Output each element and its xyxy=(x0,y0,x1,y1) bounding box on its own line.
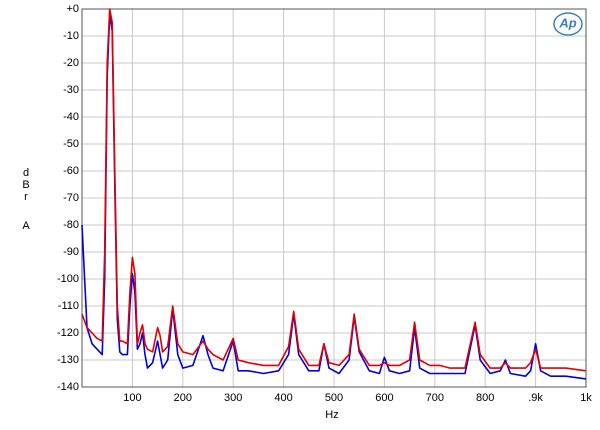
y-tick-label: -10 xyxy=(63,30,79,42)
y-tick-label: -120 xyxy=(57,327,79,339)
y-tick-label: +0 xyxy=(66,3,79,15)
x-axis-label: Hz xyxy=(325,409,338,421)
y-tick-label: -20 xyxy=(63,57,79,69)
y-tick-label: -40 xyxy=(63,111,79,123)
x-tick-label: 100 xyxy=(123,392,141,404)
x-tick-label: 800 xyxy=(476,392,494,404)
logo: Ap xyxy=(558,15,576,30)
x-tick-label: 700 xyxy=(426,392,444,404)
y-tick-label: -70 xyxy=(63,192,79,204)
logo-badge xyxy=(553,12,583,36)
series-line xyxy=(81,13,587,380)
y-axis-label: dBr xyxy=(20,167,32,203)
y-tick-label: -80 xyxy=(63,219,79,231)
x-tick-label: .9k xyxy=(528,392,543,404)
x-tick-label: 500 xyxy=(325,392,343,404)
y-tick-label: -100 xyxy=(57,273,79,285)
series-line xyxy=(81,8,587,372)
y-tick-label: -110 xyxy=(58,300,79,312)
y-axis-unit: A xyxy=(22,220,30,232)
x-tick-label: 1k xyxy=(580,392,592,404)
x-tick-label: 200 xyxy=(174,392,192,404)
x-tick-label: 300 xyxy=(224,392,242,404)
y-tick-label: -140 xyxy=(57,381,79,393)
y-tick-label: -60 xyxy=(63,165,79,177)
x-tick-label: 400 xyxy=(274,392,292,404)
x-tick-label: 600 xyxy=(375,392,393,404)
y-tick-label: -30 xyxy=(63,84,79,96)
y-tick-label: -50 xyxy=(63,138,79,150)
plot-frame xyxy=(81,8,587,388)
y-tick-label: -130 xyxy=(57,354,79,366)
y-tick-label: -90 xyxy=(63,246,79,258)
